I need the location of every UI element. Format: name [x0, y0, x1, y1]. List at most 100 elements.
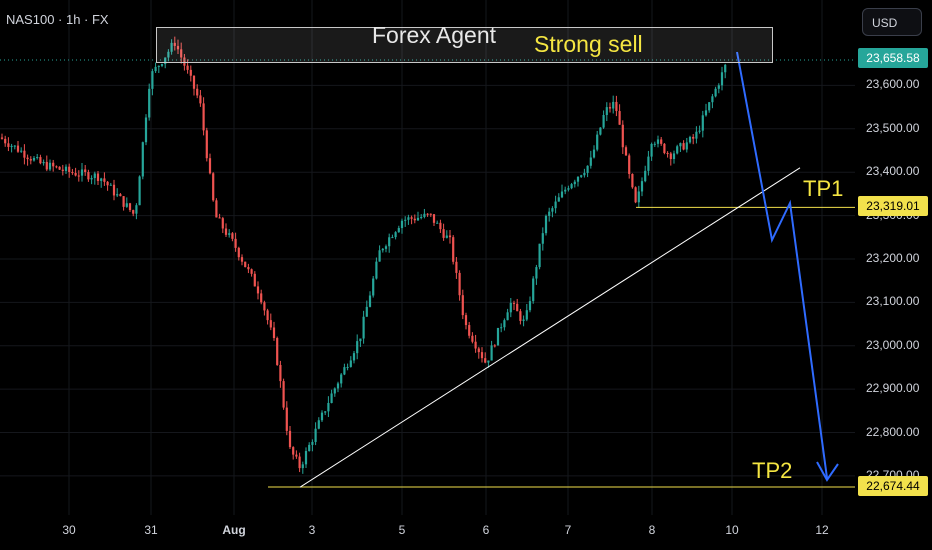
candle-body [336, 383, 340, 389]
chart-overlays [0, 51, 855, 488]
candle-body [186, 65, 189, 70]
candle-body [624, 147, 628, 156]
y-tick-label: 23,100.00 [866, 294, 920, 309]
x-tick-label: 12 [815, 523, 829, 537]
y-tick-label: 22,800.00 [866, 424, 920, 439]
candle-body [413, 218, 416, 221]
candle-body [717, 85, 720, 89]
candle-body [231, 233, 234, 239]
candle-body [647, 156, 650, 171]
candle-body [532, 278, 535, 302]
candle-body [685, 142, 688, 150]
x-tick-label: 10 [725, 523, 739, 537]
candle-body [548, 211, 551, 216]
candle-body [500, 327, 503, 329]
candle-body [455, 261, 458, 273]
candle-body [288, 430, 292, 448]
candle-body [720, 72, 724, 86]
candle-body [52, 162, 55, 167]
candle-body [599, 127, 602, 135]
candle-body [189, 69, 192, 76]
candle-body [612, 101, 615, 109]
currency-button[interactable]: USD [862, 8, 922, 36]
candle-body [237, 247, 240, 258]
candle-body [125, 203, 128, 207]
candle-body [538, 243, 541, 268]
candle-body [589, 157, 592, 166]
candle-body [170, 42, 173, 52]
candle-body [692, 136, 695, 139]
candle-body [301, 464, 304, 469]
candle-body [397, 228, 400, 233]
candle-body [138, 176, 141, 206]
candle-body [240, 257, 244, 262]
candle-body [445, 235, 448, 238]
forex-agent-label: Forex Agent [372, 22, 497, 48]
candle-body [644, 170, 647, 182]
candle-body [167, 51, 170, 58]
candle-body [116, 194, 119, 196]
candle-body [61, 169, 64, 171]
strong-sell-label: Strong sell [534, 31, 643, 57]
resistance-box[interactable] [156, 27, 773, 63]
candle-body [551, 208, 554, 212]
candle-body [42, 161, 45, 164]
candle-body [263, 302, 266, 311]
candle-body [304, 451, 308, 465]
candle-body [128, 203, 132, 211]
candle-body [378, 250, 381, 262]
candle-body [400, 220, 404, 229]
candle-body [490, 345, 493, 361]
candle-body [522, 319, 525, 321]
candle-body [714, 88, 717, 97]
candle-body [247, 267, 250, 270]
candle-body [487, 360, 490, 363]
candle-body [583, 172, 586, 176]
candle-body [516, 303, 519, 312]
candle-body [506, 312, 509, 321]
candle-body [160, 64, 164, 66]
x-tick-label: Aug [222, 523, 246, 537]
candle-body [218, 217, 221, 219]
candle-body [90, 178, 93, 180]
candle-body [266, 310, 269, 321]
candle-body [330, 393, 333, 403]
candle-body [109, 184, 112, 186]
candle-body [698, 130, 701, 132]
candle-body [308, 444, 311, 452]
candle-body [458, 272, 461, 296]
candle-body [468, 325, 471, 336]
candle-body [135, 205, 138, 214]
candle-body [269, 320, 272, 328]
candle-body [0, 137, 4, 139]
candle-body [634, 187, 637, 203]
candle-body [525, 310, 528, 320]
candle-body [666, 153, 669, 155]
candle-body [365, 306, 368, 317]
candle-body [436, 222, 439, 224]
candle-body [272, 327, 276, 339]
candle-body [640, 181, 644, 192]
candle-body [317, 420, 320, 429]
candle-body [676, 146, 679, 154]
candle-body [509, 302, 512, 313]
candle-body [282, 381, 285, 408]
x-tick-label: 31 [144, 523, 158, 537]
candle-body [480, 352, 484, 359]
candle-body [228, 233, 231, 235]
candle-body [352, 353, 356, 361]
candle-body [324, 411, 327, 413]
candle-body [29, 159, 32, 161]
candle-body [148, 88, 151, 118]
candle-body [688, 136, 692, 143]
candle-body [535, 267, 538, 279]
candle-body [484, 358, 487, 363]
candle-body [132, 210, 135, 214]
candle-body [7, 143, 10, 147]
y-tick-label: 23,500.00 [866, 120, 920, 135]
candle-body [122, 196, 125, 207]
candle-body [45, 161, 48, 170]
candle-body [631, 173, 634, 188]
x-tick-label: 3 [308, 523, 316, 537]
